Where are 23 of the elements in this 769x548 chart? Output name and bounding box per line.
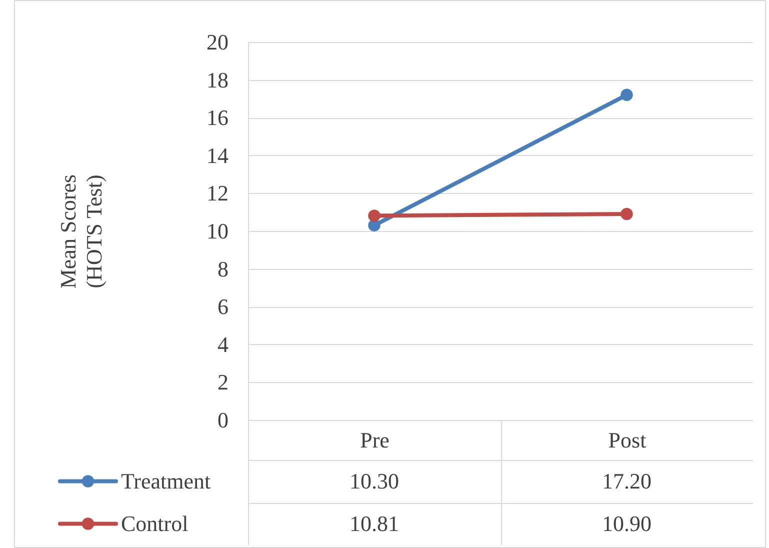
y-tick-label: 16 <box>206 105 228 130</box>
y-tick-label: 20 <box>206 30 228 54</box>
y-tick-label: 8 <box>218 256 228 282</box>
y-tick-label: 0 <box>218 408 228 432</box>
x-tick-label: Post <box>608 428 646 452</box>
legend-label: Control <box>121 510 188 536</box>
x-tick-label: Pre <box>360 428 390 452</box>
legend-label: Treatment <box>121 468 211 494</box>
y-tick-label: 10 <box>206 218 228 244</box>
y-tick-label: 2 <box>218 370 228 395</box>
data-label: 10.81 <box>350 510 399 536</box>
y-tick-label: 18 <box>206 67 228 92</box>
point <box>368 210 380 222</box>
y-tick-label: 4 <box>218 332 228 357</box>
y-tick-label: 6 <box>218 294 228 320</box>
y-axis-title: Mean Scores (HOTS Test) <box>56 174 106 289</box>
point <box>620 88 633 102</box>
point <box>620 208 633 220</box>
y-tick-label: 12 <box>206 180 228 206</box>
data-label: 17.20 <box>602 468 652 494</box>
data-label: 10.90 <box>602 510 652 536</box>
data-label: 10.30 <box>350 468 399 494</box>
y-tick-label: 14 <box>206 142 228 168</box>
